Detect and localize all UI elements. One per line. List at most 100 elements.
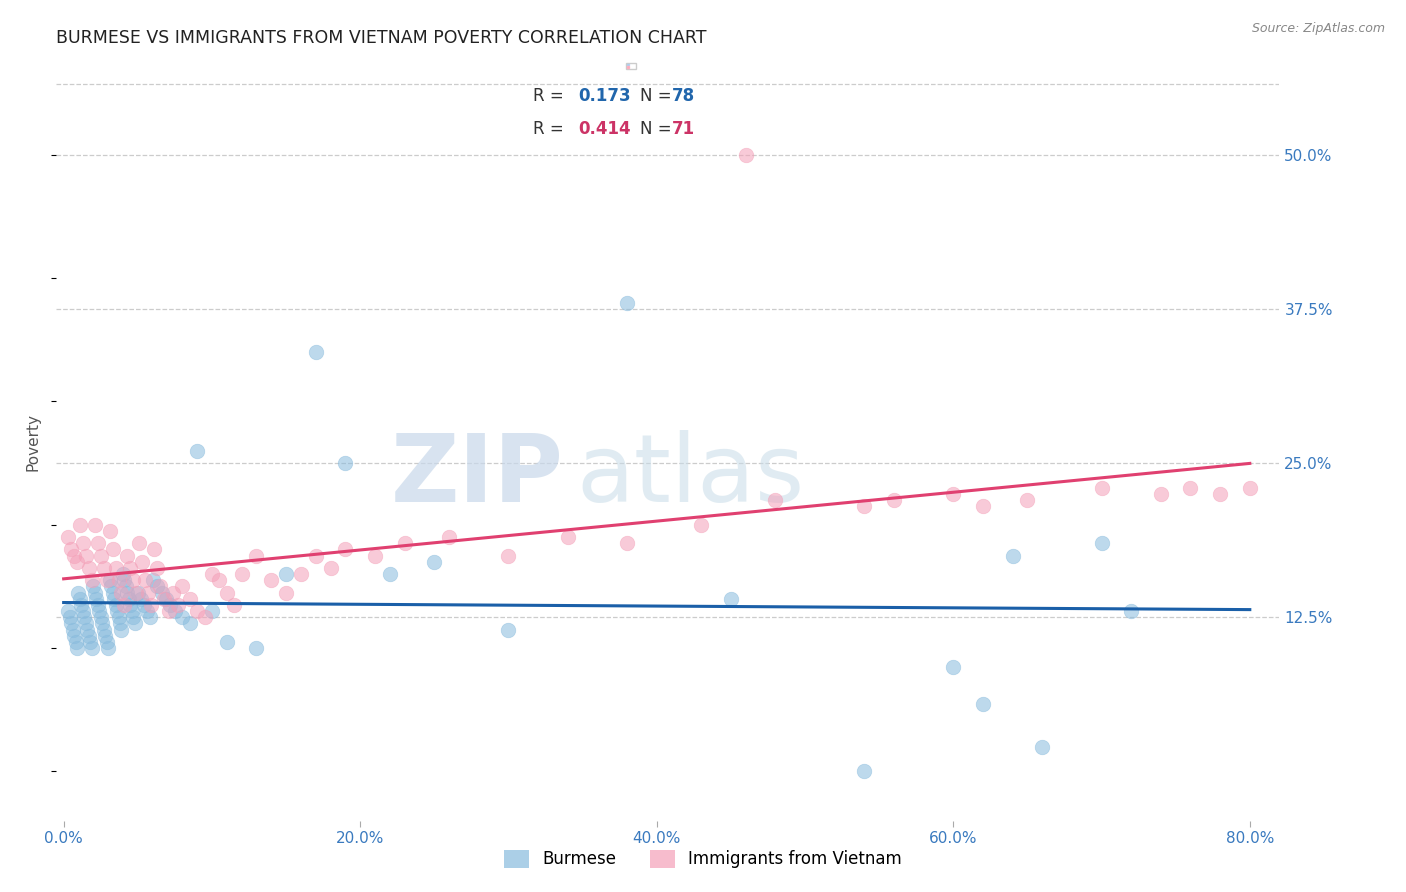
Point (186, 604, 208, 618)
Point (131, 555, 153, 569)
Point (437, 530, 460, 544)
Point (83, 585, 105, 599)
Point (94, 629, 117, 643)
Point (60, 616, 83, 631)
Point (97, 641, 120, 656)
Point (734, 148, 756, 162)
Point (111, 567, 134, 582)
Point (120, 598, 142, 612)
Point (201, 604, 224, 618)
Point (65, 635, 87, 649)
Point (1150, 487, 1173, 501)
Point (87, 598, 110, 612)
Point (107, 573, 129, 587)
Legend: Burmese, Immigrants from Vietnam: Burmese, Immigrants from Vietnam (496, 841, 910, 877)
Point (305, 345, 328, 359)
Point (150, 585, 173, 599)
Text: R =: R = (533, 87, 564, 104)
Point (179, 591, 201, 606)
Point (101, 585, 124, 599)
Point (616, 296, 638, 310)
Point (155, 591, 177, 606)
Point (335, 542, 357, 557)
Text: ZIP: ZIP (391, 430, 564, 522)
Point (146, 561, 169, 575)
Point (89, 604, 111, 618)
Point (166, 598, 188, 612)
Point (117, 585, 139, 599)
Point (56, 604, 79, 618)
Point (245, 641, 267, 656)
Point (972, 500, 994, 514)
Point (193, 610, 215, 624)
Point (98, 524, 121, 538)
Point (942, 659, 965, 673)
Point (101, 542, 124, 557)
Point (80, 573, 103, 587)
Point (720, 591, 742, 606)
Point (142, 573, 165, 587)
Point (58, 610, 80, 624)
Point (231, 567, 253, 582)
Point (80, 641, 103, 656)
Point (93, 561, 115, 575)
Point (114, 573, 136, 587)
Point (1239, 481, 1261, 495)
Point (104, 561, 127, 575)
Point (1001, 549, 1024, 563)
Point (129, 591, 152, 606)
Point (60, 542, 83, 557)
Point (128, 536, 150, 550)
Point (103, 591, 125, 606)
Point (83, 517, 105, 532)
Point (423, 555, 446, 569)
Point (91, 616, 114, 631)
Point (69, 517, 91, 532)
Point (224, 598, 246, 612)
Point (122, 610, 145, 624)
Point (90, 549, 112, 563)
Point (208, 573, 231, 587)
Point (124, 616, 146, 631)
Point (319, 561, 342, 575)
Point (162, 585, 184, 599)
Point (114, 598, 136, 612)
Point (616, 536, 638, 550)
Point (364, 549, 387, 563)
Point (75, 616, 97, 631)
Point (118, 591, 141, 606)
Point (73, 610, 96, 624)
Point (853, 764, 876, 779)
Point (557, 530, 579, 544)
Point (274, 567, 297, 582)
Point (135, 604, 157, 618)
Point (143, 542, 166, 557)
Point (215, 585, 238, 599)
Point (172, 579, 194, 593)
Text: 71: 71 (672, 120, 695, 138)
Legend: dummy1, dummy2: dummy1, dummy2 (626, 63, 637, 69)
Point (108, 616, 131, 631)
Point (122, 573, 145, 587)
Point (215, 635, 238, 649)
Point (1209, 487, 1232, 501)
Point (172, 610, 194, 624)
Text: BURMESE VS IMMIGRANTS FROM VIETNAM POVERTY CORRELATION CHART: BURMESE VS IMMIGRANTS FROM VIETNAM POVER… (56, 29, 707, 47)
Point (107, 610, 129, 624)
Point (159, 598, 181, 612)
Point (305, 549, 328, 563)
Point (1017, 493, 1039, 508)
Point (394, 536, 416, 550)
Point (1180, 481, 1202, 495)
Point (63, 549, 86, 563)
Point (90, 610, 112, 624)
Point (87, 536, 110, 550)
Point (67, 585, 90, 599)
Point (104, 598, 127, 612)
Point (115, 579, 138, 593)
Text: 0.414: 0.414 (578, 120, 631, 138)
Text: 78: 78 (672, 87, 695, 104)
Point (335, 456, 357, 470)
Point (72, 536, 94, 550)
Point (110, 585, 132, 599)
